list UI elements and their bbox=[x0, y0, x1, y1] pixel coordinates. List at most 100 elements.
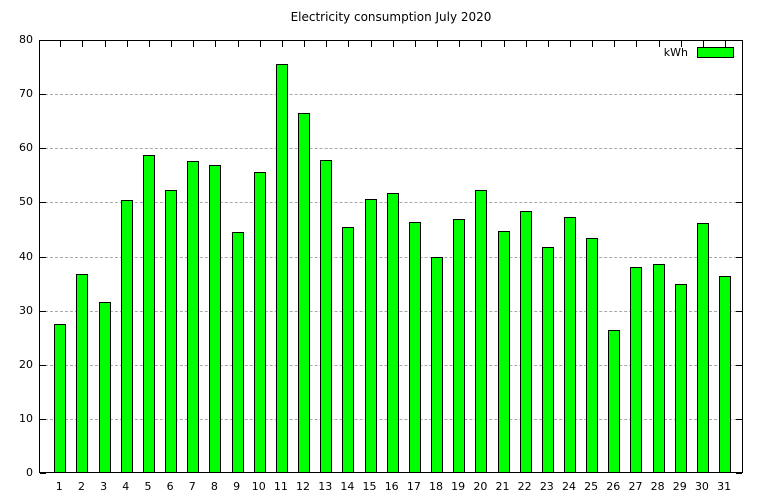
x-tick bbox=[504, 41, 505, 47]
x-tick bbox=[459, 41, 460, 47]
bar-day-16 bbox=[387, 193, 399, 472]
bar-day-19 bbox=[453, 219, 465, 472]
bar-day-3 bbox=[99, 302, 111, 472]
y-tick bbox=[736, 40, 742, 41]
x-axis-tick-label: 25 bbox=[584, 480, 599, 493]
y-tick bbox=[736, 310, 742, 312]
x-tick bbox=[238, 41, 239, 47]
y-tick bbox=[736, 202, 742, 204]
x-axis-tick-label: 12 bbox=[296, 480, 311, 493]
x-axis-tick-label: 2 bbox=[77, 480, 85, 493]
y-tick bbox=[40, 418, 46, 420]
x-axis-tick-label: 20 bbox=[473, 480, 488, 493]
x-axis-tick-label: 24 bbox=[561, 480, 576, 493]
plot-area: kWh bbox=[39, 40, 743, 474]
x-axis-tick-label: 16 bbox=[384, 480, 399, 493]
x-tick bbox=[105, 41, 106, 47]
bar-day-20 bbox=[475, 190, 487, 472]
x-axis-tick-label: 10 bbox=[251, 480, 266, 493]
x-tick bbox=[636, 41, 637, 47]
bar-day-29 bbox=[675, 284, 687, 472]
y-tick bbox=[736, 94, 742, 96]
x-tick bbox=[171, 41, 172, 47]
bar-day-22 bbox=[520, 211, 532, 472]
x-axis-tick-label: 7 bbox=[188, 480, 196, 493]
bar-day-6 bbox=[165, 190, 177, 472]
x-axis-tick-label: 27 bbox=[628, 480, 643, 493]
bar-day-2 bbox=[76, 274, 88, 472]
y-axis-tick-label: 20 bbox=[19, 357, 33, 371]
x-tick bbox=[592, 41, 593, 47]
x-tick bbox=[326, 41, 327, 47]
x-tick bbox=[570, 41, 571, 47]
x-axis-tick-label: 14 bbox=[340, 480, 355, 493]
x-tick bbox=[348, 41, 349, 47]
bar-day-30 bbox=[697, 223, 709, 472]
y-tick bbox=[40, 202, 46, 204]
bar-day-9 bbox=[232, 232, 244, 472]
x-tick bbox=[548, 41, 549, 47]
x-axis-tick-label: 9 bbox=[233, 480, 241, 493]
bar-day-17 bbox=[409, 222, 421, 472]
y-tick bbox=[40, 364, 46, 366]
x-axis-tick-label: 18 bbox=[429, 480, 444, 493]
x-axis-tick-label: 8 bbox=[210, 480, 218, 493]
y-tick bbox=[40, 310, 46, 312]
x-axis-tick-label: 28 bbox=[650, 480, 665, 493]
x-tick bbox=[149, 41, 150, 47]
bar-day-10 bbox=[254, 172, 266, 472]
x-tick bbox=[703, 41, 704, 47]
x-axis-tick-label: 19 bbox=[451, 480, 466, 493]
x-axis-tick-label: 3 bbox=[100, 480, 108, 493]
x-tick bbox=[725, 41, 726, 47]
x-axis-tick-label: 31 bbox=[717, 480, 732, 493]
x-tick bbox=[260, 41, 261, 47]
bar-day-25 bbox=[586, 238, 598, 472]
bar-day-31 bbox=[719, 276, 731, 472]
x-tick bbox=[215, 41, 216, 47]
x-axis-tick-label: 22 bbox=[517, 480, 532, 493]
gridline-y-60 bbox=[40, 148, 742, 150]
x-tick bbox=[481, 41, 482, 47]
bar-day-24 bbox=[564, 217, 576, 472]
y-tick bbox=[736, 418, 742, 420]
bar-day-27 bbox=[630, 267, 642, 472]
bar-day-8 bbox=[209, 165, 221, 472]
x-tick bbox=[659, 41, 660, 47]
bar-day-12 bbox=[298, 113, 310, 472]
y-axis-tick-label: 40 bbox=[19, 249, 33, 263]
y-tick bbox=[736, 148, 742, 150]
x-axis-tick-label: 1 bbox=[55, 480, 63, 493]
x-tick bbox=[60, 41, 61, 47]
y-axis-tick-label: 60 bbox=[19, 141, 33, 155]
y-axis-tick-label: 30 bbox=[19, 303, 33, 317]
gridline-y-70 bbox=[40, 94, 742, 96]
x-tick bbox=[127, 41, 128, 47]
bar-day-18 bbox=[431, 257, 443, 472]
y-tick bbox=[40, 148, 46, 150]
bar-day-4 bbox=[121, 200, 133, 472]
x-axis-tick-label: 6 bbox=[166, 480, 174, 493]
y-tick bbox=[40, 40, 46, 41]
y-axis-tick-label: 10 bbox=[19, 411, 33, 425]
x-axis-tick-label: 30 bbox=[694, 480, 709, 493]
bar-day-26 bbox=[608, 330, 620, 472]
x-axis-tick-label: 13 bbox=[318, 480, 333, 493]
x-axis-tick-label: 4 bbox=[122, 480, 130, 493]
x-axis-tick-label: 17 bbox=[406, 480, 421, 493]
x-tick bbox=[614, 41, 615, 47]
bar-day-5 bbox=[143, 155, 155, 472]
bar-day-14 bbox=[342, 227, 354, 472]
x-tick bbox=[393, 41, 394, 47]
bar-day-15 bbox=[365, 199, 377, 472]
y-axis-tick-label: 80 bbox=[19, 33, 33, 46]
y-tick bbox=[40, 473, 46, 474]
legend: kWh bbox=[664, 46, 734, 59]
x-tick bbox=[304, 41, 305, 47]
legend-swatch bbox=[697, 47, 734, 58]
y-tick bbox=[40, 256, 46, 258]
x-tick bbox=[82, 41, 83, 47]
y-tick bbox=[736, 256, 742, 258]
bar-day-7 bbox=[187, 161, 199, 472]
